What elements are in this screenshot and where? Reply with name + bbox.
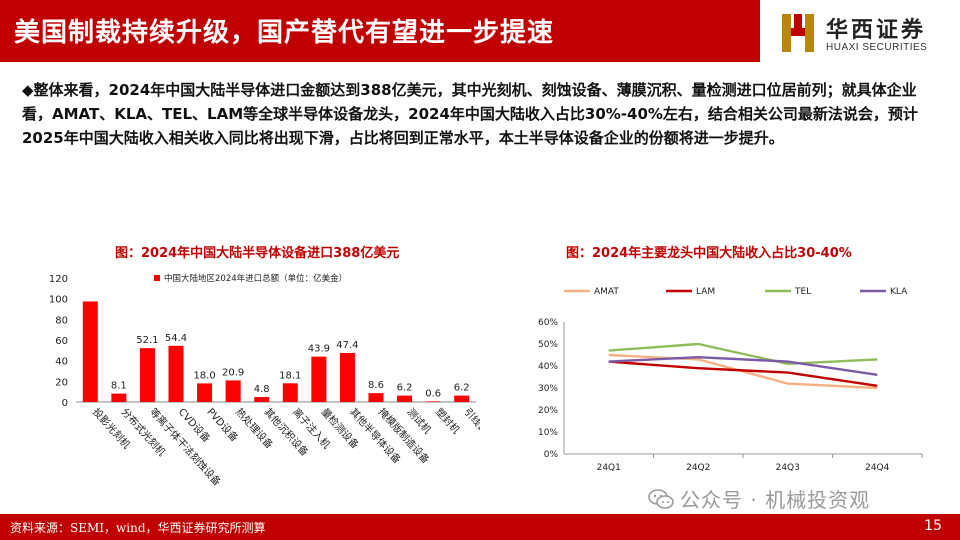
bar: [368, 393, 384, 402]
bar: [197, 383, 213, 402]
bar-data-label: 8.1: [111, 381, 127, 392]
line-y-tick-label: 10%: [538, 428, 558, 438]
bar-data-label: 6.2: [454, 383, 470, 394]
bar: [311, 356, 327, 402]
logo-english-name: HUAXI SECURITIES: [826, 42, 928, 53]
bar: [225, 380, 241, 402]
watermark-text: 公众号 · 机械投资观: [680, 488, 871, 512]
bar: [425, 401, 441, 402]
bar-category-label: 掩模版制造设备: [376, 405, 433, 466]
bar: [282, 383, 298, 402]
bar-category-label: 引线键合设备: [461, 405, 480, 458]
bar-data-label: 43.9: [308, 344, 330, 355]
source-note: 资料来源：SEMI，wind，华西证券研究所测算: [10, 521, 266, 535]
line-y-tick-label: 20%: [538, 406, 558, 416]
bar-data-label: 54.4: [165, 333, 187, 344]
logo-chinese-name: 华西证券: [826, 18, 927, 43]
bar-data-label: 4.8: [254, 384, 270, 395]
line-x-tick-label: 24Q4: [865, 463, 890, 473]
summary-paragraph: ◆整体来看，2024年中国大陆半导体进口金额达到388亿美元，其中光刻机、刻蚀设…: [22, 81, 918, 147]
bar-y-tick-label: 120: [49, 274, 68, 285]
bar-legend-swatch: [154, 275, 160, 281]
bar-y-tick-label: 40: [55, 357, 68, 368]
line-series-kla: [608, 355, 878, 376]
bar-data-label: 18.0: [193, 370, 215, 381]
footer-bar: 资料来源：SEMI，wind，华西证券研究所测算 15: [0, 514, 960, 540]
bar: [139, 348, 155, 402]
line-y-tick-label: 60%: [538, 318, 558, 328]
bar-category-label: 其他半导体设备: [347, 405, 404, 466]
bar: [339, 353, 355, 402]
bar: [111, 393, 127, 402]
bar-legend-label: 中国大陆地区2024年进口总额（单位：亿美金）: [164, 273, 347, 284]
line-y-tick-label: 0%: [544, 450, 559, 460]
bar-y-tick-label: 100: [49, 295, 68, 306]
bar-y-tick-label: 0: [62, 398, 68, 409]
page-number: 15: [924, 518, 942, 534]
bar-y-tick-label: 20: [55, 377, 68, 388]
line-legend-label: LAM: [696, 287, 715, 297]
line-x-tick-label: 24Q3: [776, 463, 800, 473]
line-legend-label: TEL: [794, 287, 811, 297]
line-series-tel: [608, 342, 878, 366]
bar-data-label: 47.4: [336, 340, 358, 351]
bar-data-label: 6.2: [397, 383, 413, 394]
company-logo: 华西证券 HUAXI SECURITIES: [778, 10, 948, 56]
bar: [397, 395, 413, 402]
page-title: 美国制裁持续升级，国产替代有望进一步提速: [14, 18, 555, 48]
bar-chart-title: 图：2024年中国大陆半导体设备进口388亿美元: [115, 246, 400, 261]
title-bar: 美国制裁持续升级，国产替代有望进一步提速: [0, 0, 760, 62]
line-legend-label: AMAT: [594, 287, 619, 297]
bar: [82, 301, 98, 402]
bar-data-label: 8.6: [368, 380, 384, 391]
line-legend-label: KLA: [890, 287, 908, 297]
bar-data-label: 52.1: [136, 335, 158, 346]
bar-data-label: 18.1: [279, 370, 301, 381]
wechat-icon: [648, 489, 674, 509]
bar-y-tick-label: 60: [55, 336, 68, 347]
line-x-tick-label: 24Q2: [686, 463, 710, 473]
huaxi-logo-icon: [782, 14, 814, 52]
bar: [254, 397, 270, 402]
line-y-tick-label: 30%: [538, 384, 558, 394]
line-y-tick-label: 40%: [538, 362, 558, 372]
bar: [168, 345, 184, 402]
bar-data-label: 0.6: [425, 388, 441, 399]
bar-category-label: 测试机: [404, 405, 434, 436]
line-x-tick-label: 24Q1: [597, 463, 621, 473]
bar-y-tick-label: 80: [55, 315, 68, 326]
line-series-lam: [608, 360, 878, 387]
bar-category-label: 塑封机: [433, 405, 463, 436]
line-y-tick-label: 50%: [538, 340, 558, 350]
bar-data-label: 20.9: [222, 367, 244, 378]
line-chart: 0% 10% 20% 30% 40% 50% 60% 24Q1 24Q2 24Q3 24Q4 AMAT…: [538, 287, 923, 473]
line-chart-title: 图：2024年主要龙头中国大陆收入占比30-40%: [566, 246, 852, 261]
bar: [454, 395, 470, 402]
